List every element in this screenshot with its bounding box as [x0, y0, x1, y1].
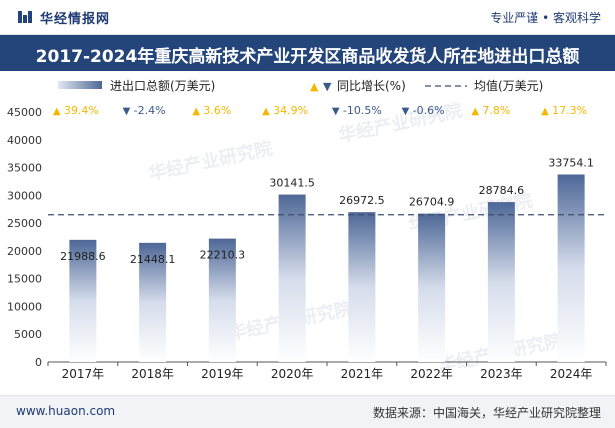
bar-value-label: 26972.5 — [339, 194, 385, 207]
growth-label: -0.6% — [413, 104, 445, 117]
growth-label: 34.9% — [273, 104, 308, 117]
growth-up-icon: ▲ — [471, 106, 479, 117]
bar-value-label: 28784.6 — [479, 184, 525, 197]
bar — [487, 202, 515, 362]
growth-label: 39.4% — [64, 104, 99, 117]
bar-value-label: 22210.3 — [200, 249, 246, 262]
bar — [139, 242, 167, 362]
chart-title: 2017-2024年重庆高新技术产业开发区商品收发货人所在地进出口总额 — [35, 47, 580, 67]
x-tick-label: 2020年 — [271, 367, 314, 381]
x-tick-label: 2022年 — [410, 367, 453, 381]
bar — [69, 239, 97, 362]
y-tick-label: 0 — [35, 356, 42, 369]
footer: www.huaon.com 数据来源：中国海关，华经产业研究院整理 — [0, 395, 615, 428]
y-tick-label: 20000 — [7, 245, 42, 258]
growth-up-icon: ▲ — [192, 106, 200, 117]
growth-up-icon: ▲ — [53, 106, 61, 117]
x-tick-label: 2018年 — [131, 367, 174, 381]
bar — [557, 174, 585, 362]
bar — [418, 213, 446, 362]
y-tick-label: 10000 — [7, 300, 42, 313]
bar — [278, 194, 306, 362]
growth-up-icon: ▲ — [541, 106, 549, 117]
tagline: 专业严谨 • 客观科学 — [490, 11, 601, 25]
x-tick-label: 2023年 — [480, 367, 523, 381]
growth-label: 17.3% — [552, 104, 587, 117]
top-bar: 华经情报网 专业严谨 • 客观科学 — [0, 0, 615, 35]
y-tick-label: 30000 — [7, 189, 42, 202]
y-tick-label: 15000 — [7, 273, 42, 286]
bar-value-label: 21448.1 — [130, 253, 176, 266]
y-tick-label: 5000 — [14, 328, 42, 341]
watermark-text: 华经产业研究院 — [146, 137, 274, 185]
y-tick-label: 40000 — [7, 134, 42, 147]
bar-value-label: 26704.9 — [409, 196, 455, 209]
logo-icon — [18, 11, 32, 23]
growth-label: -2.4% — [134, 104, 166, 117]
chart: 华经产业研究院华经产业研究院华经产业研究院华经产业研究院华经产业研究院进出口总额… — [7, 78, 607, 381]
growth-up-icon: ▲ — [262, 106, 270, 117]
bar-value-label: 33754.1 — [548, 156, 594, 169]
y-tick-label: 35000 — [7, 162, 42, 175]
growth-down-icon: ▼ — [332, 106, 340, 117]
bar — [348, 212, 376, 362]
bar-value-label: 30141.5 — [269, 177, 315, 190]
brand-name: 华经情报网 — [40, 12, 111, 27]
y-tick-label: 25000 — [7, 217, 42, 230]
y-tick-label: 45000 — [7, 106, 42, 119]
legend-bar-swatch — [58, 81, 102, 89]
x-tick-label: 2021年 — [341, 367, 384, 381]
growth-label: 3.6% — [203, 104, 231, 117]
footer-site: www.huaon.com — [16, 404, 116, 418]
bar-value-label: 21988.6 — [60, 250, 106, 263]
x-tick-label: 2024年 — [550, 367, 593, 381]
x-tick-label: 2017年 — [62, 367, 105, 381]
x-tick-label: 2019年 — [201, 367, 244, 381]
growth-down-icon: ▼ — [402, 106, 410, 117]
footer-source: 数据来源：中国海关，华经产业研究院整理 — [372, 406, 601, 420]
growth-label: -10.5% — [343, 104, 382, 117]
growth-label: 7.8% — [482, 104, 510, 117]
legend-up-icon: ▲ — [310, 80, 319, 93]
growth-down-icon: ▼ — [123, 106, 131, 117]
legend-avg-label: 均值(万美元) — [474, 78, 543, 93]
title-bar: 2017-2024年重庆高新技术产业开发区商品收发货人所在地进出口总额 — [0, 35, 615, 71]
legend-bar-label: 进出口总额(万美元) — [110, 79, 215, 93]
bar — [208, 238, 236, 362]
legend-down-icon: ▼ — [323, 80, 332, 93]
legend-growth-label: 同比增长(%) — [337, 79, 406, 93]
